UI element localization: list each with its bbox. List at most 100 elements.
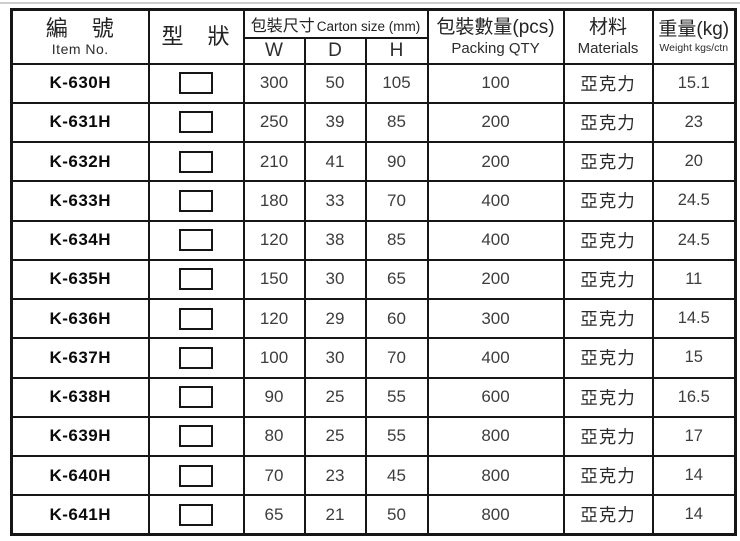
shape-cell xyxy=(147,376,245,418)
shape-cell xyxy=(147,62,245,104)
item-no-cell: K-639H xyxy=(10,415,150,458)
depth-cell: 23 xyxy=(303,454,367,497)
depth-cell: 38 xyxy=(303,219,367,261)
header-packing-qty-en: Packing QTY xyxy=(451,39,540,57)
height-cell: 90 xyxy=(364,140,429,183)
packing-spec-table: 編 號 Item No. 型 狀 包裝尺寸 Carton size (mm) 包裝… xyxy=(10,8,738,536)
depth-cell: 30 xyxy=(303,258,367,301)
height-cell: 50 xyxy=(364,494,429,536)
material-cell: 亞克力 xyxy=(562,101,654,144)
rectangle-shape-icon xyxy=(179,346,213,369)
header-item-no-en: Item No. xyxy=(51,40,109,57)
packing-qty-cell: 800 xyxy=(426,454,565,497)
table-row: K-633H 180 33 70 400 亞克力 24.5 xyxy=(10,180,737,222)
material-cell: 亞克力 xyxy=(562,140,654,183)
weight-cell: 14 xyxy=(651,454,737,497)
shape-cell xyxy=(147,101,245,144)
rectangle-shape-icon xyxy=(179,425,213,448)
packing-qty-cell: 400 xyxy=(426,219,565,261)
rectangle-shape-icon xyxy=(179,72,213,95)
height-cell: 85 xyxy=(364,219,429,261)
packing-qty-cell: 600 xyxy=(426,376,565,418)
width-cell: 65 xyxy=(242,494,306,536)
table-row: K-637H 100 30 70 400 亞克力 15 xyxy=(10,337,737,379)
material-cell: 亞克力 xyxy=(562,494,654,536)
header-packing-qty-zh: 包裝數量(pcs) xyxy=(436,16,555,38)
weight-cell: 15.1 xyxy=(651,62,737,104)
header-depth: D xyxy=(303,36,367,65)
weight-cell: 17 xyxy=(651,415,737,458)
width-cell: 120 xyxy=(242,219,306,261)
item-no-cell: K-631H xyxy=(10,101,150,144)
packing-qty-cell: 400 xyxy=(426,180,565,222)
item-no-cell: K-636H xyxy=(10,297,150,340)
item-no-cell: K-632H xyxy=(10,140,150,183)
width-cell: 250 xyxy=(242,101,306,144)
depth-cell: 30 xyxy=(303,337,367,379)
height-cell: 60 xyxy=(364,297,429,340)
material-cell: 亞克力 xyxy=(562,337,654,379)
shape-cell xyxy=(147,219,245,261)
header-item-no: 編 號 Item No. xyxy=(10,8,150,65)
material-cell: 亞克力 xyxy=(562,219,654,261)
height-cell: 105 xyxy=(364,62,429,104)
item-no-cell: K-638H xyxy=(10,376,150,418)
material-cell: 亞克力 xyxy=(562,62,654,104)
header-materials-zh: 材料 xyxy=(589,16,628,38)
header-materials: 材料 Materials xyxy=(562,8,654,65)
rectangle-shape-icon xyxy=(179,307,213,330)
table-row: K-634H 120 38 85 400 亞克力 24.5 xyxy=(10,219,737,261)
width-cell: 150 xyxy=(242,258,306,301)
header-item-no-zh: 編 號 xyxy=(45,15,115,41)
depth-cell: 41 xyxy=(303,140,367,183)
rectangle-shape-icon xyxy=(179,386,213,409)
rectangle-shape-icon xyxy=(179,111,213,134)
depth-cell: 25 xyxy=(303,376,367,418)
weight-cell: 24.5 xyxy=(651,219,737,261)
shape-cell xyxy=(147,297,245,340)
shape-cell xyxy=(147,494,245,536)
table-row: K-639H 80 25 55 800 亞克力 17 xyxy=(10,415,737,458)
width-cell: 180 xyxy=(242,180,306,222)
rectangle-shape-icon xyxy=(179,189,213,212)
rectangle-shape-icon xyxy=(179,229,213,252)
shape-cell xyxy=(147,140,245,183)
rectangle-shape-icon xyxy=(179,503,213,526)
table-row: K-630H 300 50 105 100 亞克力 15.1 xyxy=(10,62,737,104)
material-cell: 亞克力 xyxy=(562,180,654,222)
material-cell: 亞克力 xyxy=(562,454,654,497)
item-no-cell: K-635H xyxy=(10,258,150,301)
depth-cell: 21 xyxy=(303,494,367,536)
width-cell: 120 xyxy=(242,297,306,340)
header-carton-zh: 包裝尺寸 xyxy=(250,17,315,35)
header-shape-label: 型 狀 xyxy=(161,23,231,49)
table-row: K-636H 120 29 60 300 亞克力 14.5 xyxy=(10,297,737,340)
width-cell: 100 xyxy=(242,337,306,379)
height-cell: 45 xyxy=(364,454,429,497)
item-no-cell: K-633H xyxy=(10,180,150,222)
table-row: K-632H 210 41 90 200 亞克力 20 xyxy=(10,140,737,183)
depth-cell: 39 xyxy=(303,101,367,144)
shape-cell xyxy=(147,180,245,222)
rectangle-shape-icon xyxy=(179,150,213,173)
material-cell: 亞克力 xyxy=(562,258,654,301)
weight-cell: 24.5 xyxy=(651,180,737,222)
header-width: W xyxy=(242,36,306,65)
material-cell: 亞克力 xyxy=(562,415,654,458)
depth-cell: 29 xyxy=(303,297,367,340)
packing-qty-cell: 200 xyxy=(426,101,565,144)
width-cell: 300 xyxy=(242,62,306,104)
header-packing-qty: 包裝數量(pcs) Packing QTY xyxy=(426,8,565,65)
table-row: K-631H 250 39 85 200 亞克力 23 xyxy=(10,101,737,144)
depth-cell: 25 xyxy=(303,415,367,458)
height-cell: 55 xyxy=(364,415,429,458)
table-row: K-641H 65 21 50 800 亞克力 14 xyxy=(10,494,737,536)
weight-cell: 11 xyxy=(651,258,737,301)
material-cell: 亞克力 xyxy=(562,297,654,340)
top-divider-line xyxy=(0,2,740,4)
packing-qty-cell: 300 xyxy=(426,297,565,340)
table-row: K-635H 150 30 65 200 亞克力 11 xyxy=(10,258,737,301)
item-no-cell: K-640H xyxy=(10,454,150,497)
depth-cell: 50 xyxy=(303,62,367,104)
